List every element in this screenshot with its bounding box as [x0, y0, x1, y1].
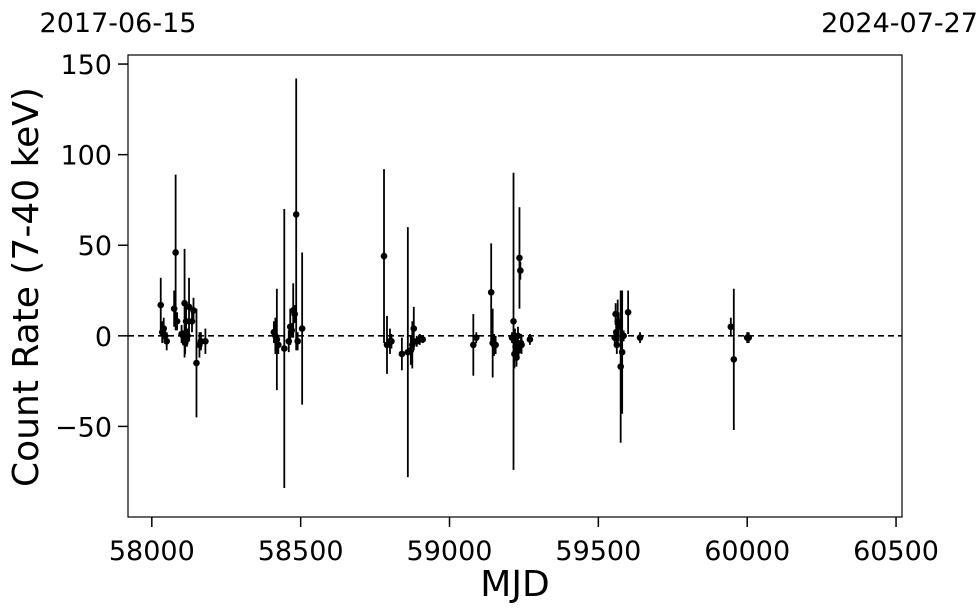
x-tick-label: 58000 — [109, 536, 195, 567]
data-point — [617, 363, 624, 370]
data-point — [273, 336, 281, 343]
data-point — [157, 301, 165, 309]
x-axis-ticks: 58000 58500 59000 59500 60000 60500 — [109, 517, 939, 567]
y-tick-label: 150 — [60, 50, 112, 81]
data-point — [388, 337, 395, 345]
y-axis-ticks: 150 100 50 0 −50 — [55, 50, 128, 443]
data-point — [514, 332, 522, 340]
data-point — [410, 325, 418, 332]
data-point — [202, 337, 209, 345]
data-point — [730, 356, 738, 363]
data-point — [398, 350, 406, 358]
data-point — [292, 211, 300, 218]
data-point — [280, 345, 288, 352]
data-point — [492, 341, 499, 349]
data-point — [624, 308, 632, 316]
data-point — [181, 299, 188, 307]
data-point — [291, 310, 299, 318]
data-point — [285, 337, 293, 345]
y-tick-label: −50 — [55, 412, 112, 443]
x-tick-label: 60500 — [853, 536, 939, 567]
data-point — [298, 325, 306, 332]
data-point — [184, 332, 191, 340]
y-tick-label: 0 — [95, 322, 112, 353]
data-point — [526, 336, 534, 343]
data-point — [515, 347, 522, 354]
y-axis-title: Count Rate (7-40 keV) — [6, 87, 47, 487]
top-date-right: 2024-07-27 — [821, 8, 978, 39]
data-point — [612, 310, 619, 318]
x-tick-label: 59500 — [555, 536, 641, 567]
data-point — [516, 254, 523, 262]
data-point — [185, 303, 193, 311]
data-point — [408, 341, 416, 349]
data-point — [294, 337, 301, 345]
data-point — [160, 325, 168, 332]
data-point — [618, 348, 626, 356]
data-point — [517, 267, 524, 274]
top-date-left: 2017-06-15 — [40, 8, 197, 39]
data-point — [172, 249, 179, 256]
data-point — [614, 318, 622, 325]
data-point — [161, 332, 169, 340]
data-point — [473, 334, 480, 341]
x-tick-label: 60000 — [704, 536, 790, 567]
data-point — [288, 327, 296, 334]
data-point — [613, 341, 621, 349]
data-point — [612, 328, 620, 336]
data-points — [157, 211, 752, 370]
x-tick-label: 59000 — [407, 536, 493, 567]
data-point — [636, 334, 644, 341]
data-point — [615, 323, 622, 331]
data-point — [188, 318, 196, 325]
data-point — [380, 252, 388, 260]
data-point — [163, 337, 170, 345]
data-point — [182, 318, 190, 325]
data-point — [513, 354, 520, 361]
data-point — [170, 305, 178, 312]
data-point — [275, 341, 282, 349]
data-point — [407, 347, 415, 354]
data-point — [487, 289, 495, 296]
data-point — [611, 334, 619, 341]
x-axis-title: MJD — [480, 564, 549, 605]
data-point — [190, 307, 197, 314]
data-point — [173, 318, 181, 325]
data-point — [193, 359, 200, 367]
plot-area — [127, 54, 903, 518]
y-tick-label: 100 — [60, 141, 112, 172]
data-point — [620, 332, 627, 340]
data-point — [727, 323, 735, 331]
data-point — [518, 341, 525, 349]
data-point — [510, 318, 517, 325]
y-tick-label: 50 — [78, 231, 112, 262]
data-point — [470, 341, 477, 349]
data-point — [745, 334, 752, 341]
x-tick-label: 58500 — [258, 536, 344, 567]
data-point — [419, 336, 427, 343]
